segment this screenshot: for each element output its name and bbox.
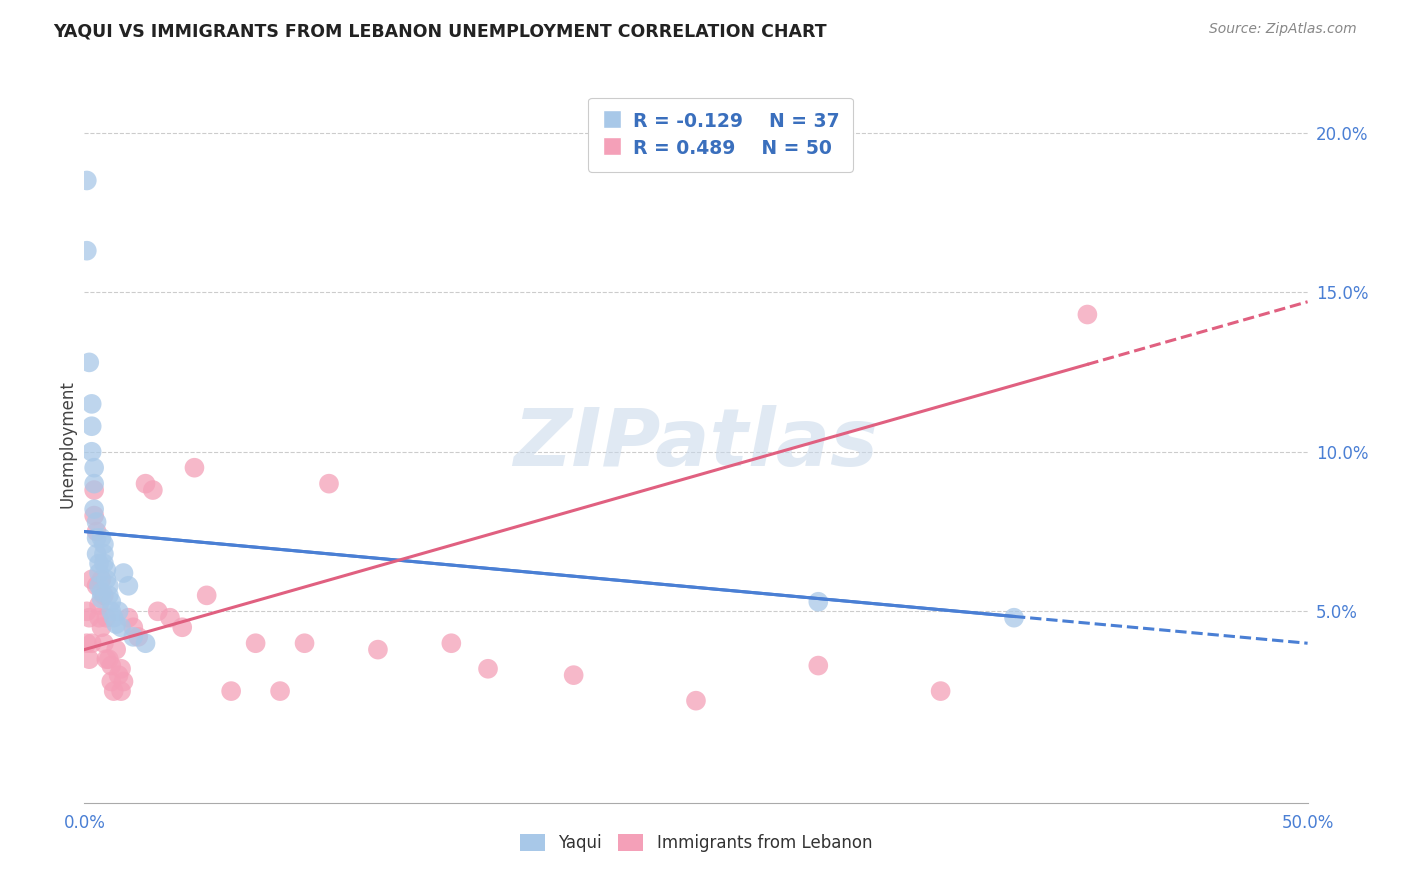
Point	[183, 460, 205, 475]
Point	[77, 652, 100, 666]
Point	[96, 652, 118, 666]
Point	[76, 244, 98, 258]
Point	[77, 355, 100, 369]
Point	[172, 620, 194, 634]
Point	[807, 658, 830, 673]
Point	[117, 579, 139, 593]
Point	[367, 642, 389, 657]
Legend: Yaqui, Immigrants from Lebanon: Yaqui, Immigrants from Lebanon	[513, 828, 879, 859]
Point	[86, 531, 108, 545]
Point	[90, 591, 112, 606]
Point	[83, 508, 105, 523]
Point	[76, 636, 98, 650]
Point	[112, 674, 135, 689]
Point	[562, 668, 585, 682]
Point	[80, 419, 103, 434]
Point	[1076, 308, 1098, 322]
Point	[103, 610, 125, 624]
Point	[86, 547, 108, 561]
Point	[96, 573, 118, 587]
Point	[195, 588, 218, 602]
Point	[477, 662, 499, 676]
Point	[117, 610, 139, 624]
Point	[96, 610, 118, 624]
Point	[146, 604, 169, 618]
Point	[87, 557, 110, 571]
Point	[93, 588, 115, 602]
Point	[87, 610, 110, 624]
Point	[86, 524, 108, 539]
Point	[245, 636, 267, 650]
Point	[135, 476, 157, 491]
Point	[100, 674, 122, 689]
Point	[100, 604, 122, 618]
Point	[219, 684, 242, 698]
Point	[86, 515, 108, 529]
Point	[90, 620, 112, 634]
Point	[80, 444, 103, 458]
Point	[929, 684, 952, 698]
Point	[103, 684, 125, 698]
Point	[83, 502, 105, 516]
Point	[90, 573, 112, 587]
Point	[110, 620, 132, 634]
Point	[83, 460, 105, 475]
Point	[93, 557, 115, 571]
Point	[112, 566, 135, 580]
Point	[83, 483, 105, 497]
Point	[93, 636, 115, 650]
Point	[807, 595, 830, 609]
Text: ZIPatlas: ZIPatlas	[513, 405, 879, 483]
Point	[97, 579, 120, 593]
Point	[122, 620, 145, 634]
Point	[142, 483, 165, 497]
Point	[90, 585, 112, 599]
Point	[80, 397, 103, 411]
Point	[294, 636, 316, 650]
Point	[1002, 610, 1025, 624]
Point	[76, 173, 98, 187]
Text: Source: ZipAtlas.com: Source: ZipAtlas.com	[1209, 22, 1357, 37]
Point	[80, 636, 103, 650]
Point	[97, 652, 120, 666]
Y-axis label: Unemployment: Unemployment	[58, 380, 76, 508]
Point	[100, 595, 122, 609]
Point	[87, 566, 110, 580]
Point	[159, 610, 181, 624]
Point	[318, 476, 340, 491]
Point	[122, 630, 145, 644]
Point	[110, 684, 132, 698]
Point	[107, 668, 129, 682]
Point	[110, 662, 132, 676]
Point	[97, 588, 120, 602]
Point	[80, 573, 103, 587]
Point	[96, 563, 118, 577]
Point	[77, 610, 100, 624]
Point	[127, 630, 149, 644]
Point	[105, 642, 128, 657]
Point	[93, 547, 115, 561]
Point	[685, 694, 707, 708]
Point	[87, 579, 110, 593]
Point	[105, 617, 128, 632]
Point	[135, 636, 157, 650]
Point	[83, 476, 105, 491]
Point	[107, 604, 129, 618]
Point	[90, 531, 112, 545]
Point	[87, 598, 110, 612]
Point	[76, 604, 98, 618]
Text: YAQUI VS IMMIGRANTS FROM LEBANON UNEMPLOYMENT CORRELATION CHART: YAQUI VS IMMIGRANTS FROM LEBANON UNEMPLO…	[53, 22, 827, 40]
Point	[269, 684, 291, 698]
Point	[93, 537, 115, 551]
Point	[100, 658, 122, 673]
Point	[86, 579, 108, 593]
Point	[440, 636, 463, 650]
